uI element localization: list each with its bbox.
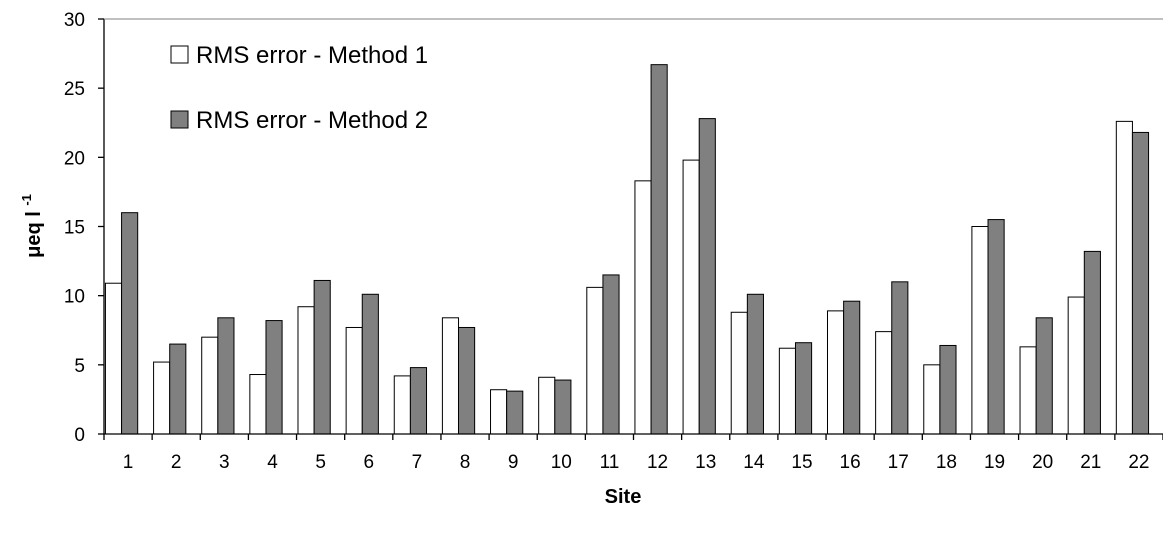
y-tick-label: 15 bbox=[64, 218, 85, 239]
bar-series2-site-4 bbox=[265, 320, 283, 435]
bar-series2-site-2 bbox=[169, 343, 187, 435]
bar-series2-site-10 bbox=[554, 379, 572, 435]
x-tick-label: 22 bbox=[1128, 452, 1149, 473]
bar-series2-site-16 bbox=[843, 300, 861, 435]
x-tick-label: 17 bbox=[888, 452, 909, 473]
bar-series2-site-14 bbox=[746, 293, 764, 435]
bar-series1-site-18 bbox=[923, 364, 941, 435]
legend: RMS error - Method 1 RMS error - Method 2 bbox=[170, 42, 428, 134]
x-tick-labels: 1 2 3 4 5 6 7 8 9 10 11 12 13 14 15 16 17 18 19 20 21 22 bbox=[123, 452, 1150, 473]
bar-series2-site-11 bbox=[602, 274, 620, 435]
bar-series2-site-21 bbox=[1083, 250, 1101, 435]
y-axis-title: μeq l -1 bbox=[19, 194, 45, 258]
bar-series1-site-19 bbox=[971, 226, 989, 435]
x-tick-label: 8 bbox=[460, 452, 471, 473]
y-tick-label: 25 bbox=[64, 79, 85, 100]
svg-text:μeq l -1: μeq l -1 bbox=[19, 194, 45, 258]
bar-series1-site-21 bbox=[1067, 296, 1085, 435]
bar-series1-site-5 bbox=[297, 306, 315, 435]
x-tick-label: 1 bbox=[123, 452, 134, 473]
bar-series1-site-15 bbox=[778, 347, 796, 435]
bar-series2-site-18 bbox=[939, 344, 957, 435]
x-axis-title: Site bbox=[605, 486, 642, 508]
bar-series1-site-7 bbox=[393, 375, 411, 435]
bar-series1-site-16 bbox=[826, 310, 845, 435]
bar-series1-site-6 bbox=[345, 326, 363, 435]
axes-group bbox=[98, 18, 1163, 440]
legend-swatch-series2 bbox=[170, 110, 189, 129]
x-tick-label: 9 bbox=[508, 452, 519, 473]
x-tick-label: 13 bbox=[695, 452, 716, 473]
legend-label-series1: RMS error - Method 1 bbox=[196, 42, 428, 69]
x-tick-label: 15 bbox=[791, 452, 812, 473]
x-tick-label: 10 bbox=[551, 452, 572, 473]
x-tick-label: 21 bbox=[1080, 452, 1101, 473]
bar-series1-site-20 bbox=[1019, 346, 1037, 435]
x-tick-label: 3 bbox=[219, 452, 230, 473]
bar-series1-site-8 bbox=[441, 317, 460, 435]
x-tick-label: 16 bbox=[840, 452, 861, 473]
bar-series2-site-3 bbox=[217, 317, 235, 435]
y-tick-labels: 0 5 10 15 20 25 30 bbox=[64, 10, 85, 446]
x-tick-label: 11 bbox=[600, 452, 620, 473]
y-tick-label: 20 bbox=[64, 148, 85, 169]
bar-series1-site-10 bbox=[538, 376, 556, 435]
bar-series1-site-1 bbox=[104, 282, 123, 435]
x-tick-label: 20 bbox=[1032, 452, 1053, 473]
y-tick-label: 5 bbox=[74, 356, 85, 377]
bar-series1-site-12 bbox=[634, 180, 652, 435]
bar-series1-site-4 bbox=[249, 374, 267, 435]
x-tick-label: 5 bbox=[315, 452, 326, 473]
x-tick-label: 7 bbox=[412, 452, 423, 473]
y-tick-label: 10 bbox=[64, 287, 85, 308]
bar-series2-site-17 bbox=[891, 281, 909, 435]
x-tick-label: 19 bbox=[984, 452, 1005, 473]
bar-series2-site-19 bbox=[987, 219, 1005, 435]
bar-series1-site-22 bbox=[1115, 120, 1133, 435]
x-tick-label: 12 bbox=[647, 452, 668, 473]
bar-series1-site-14 bbox=[730, 311, 748, 435]
bar-series2-site-13 bbox=[698, 118, 716, 435]
y-axis-title-main: μeq l bbox=[23, 211, 45, 258]
bar-series2-site-15 bbox=[794, 342, 813, 435]
y-tick-label: 0 bbox=[74, 425, 85, 446]
bar-series1-site-3 bbox=[201, 336, 219, 435]
legend-swatch-series1 bbox=[170, 45, 189, 64]
bar-series1-site-11 bbox=[586, 286, 604, 435]
bars-group bbox=[104, 64, 1150, 435]
x-tick-label: 18 bbox=[936, 452, 957, 473]
y-axis-title-superscript: -1 bbox=[19, 194, 34, 206]
bar-series2-site-1 bbox=[121, 212, 139, 435]
bar-series2-site-8 bbox=[458, 326, 476, 435]
bar-series1-site-2 bbox=[153, 361, 171, 435]
x-tick-label: 2 bbox=[171, 452, 182, 473]
x-tick-label: 14 bbox=[743, 452, 765, 473]
bar-series2-site-6 bbox=[361, 293, 379, 435]
bar-series1-site-17 bbox=[875, 331, 893, 435]
bar-series1-site-9 bbox=[490, 389, 508, 435]
bar-series2-site-22 bbox=[1131, 131, 1150, 435]
bar-series2-site-9 bbox=[506, 390, 524, 435]
bar-series2-site-12 bbox=[650, 64, 668, 435]
x-tick-label: 4 bbox=[267, 452, 278, 473]
y-tick-label: 30 bbox=[64, 10, 85, 31]
bar-series2-site-5 bbox=[313, 279, 331, 435]
x-tick-label: 6 bbox=[363, 452, 374, 473]
bar-series2-site-20 bbox=[1035, 317, 1053, 435]
bar-series2-site-7 bbox=[409, 367, 428, 435]
bar-series1-site-13 bbox=[682, 159, 700, 435]
legend-label-series2: RMS error - Method 2 bbox=[196, 107, 428, 134]
